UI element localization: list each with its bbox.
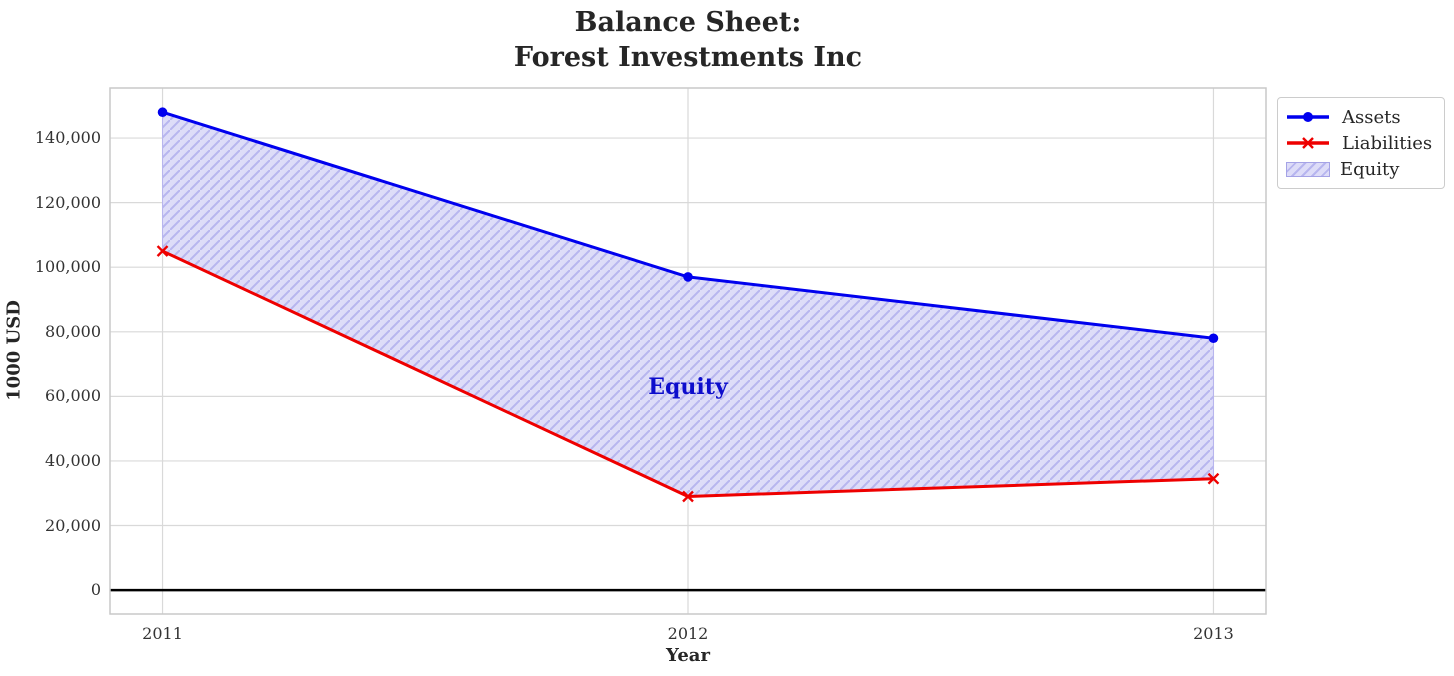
x-axis-label: Year xyxy=(666,645,710,666)
assets-marker xyxy=(683,272,693,282)
y-tick-label: 20,000 xyxy=(45,515,101,535)
legend-label-liabilities: Liabilities xyxy=(1342,132,1433,154)
y-axis-label: 1000 USD xyxy=(3,300,25,401)
liabilities-marker xyxy=(682,490,694,503)
y-tick-label: 140,000 xyxy=(34,128,101,148)
y-tick-label: 40,000 xyxy=(45,450,101,470)
y-tick-label: 60,000 xyxy=(45,386,101,406)
legend-label-equity: Equity xyxy=(1340,158,1400,180)
y-tick-label: 80,000 xyxy=(45,321,101,341)
legend-item-equity: Equity xyxy=(1284,156,1438,182)
x-tick-label: 2013 xyxy=(1193,624,1234,643)
y-tick-label: 0 xyxy=(90,580,101,600)
assets-marker xyxy=(1208,333,1219,344)
legend: Assets Liabilities Equity xyxy=(1277,97,1445,189)
legend-label-assets: Assets xyxy=(1342,106,1401,128)
liabilities-marker xyxy=(156,245,169,257)
chart-title-line2: Forest Investments Inc xyxy=(513,42,863,74)
liabilities-marker xyxy=(1207,472,1220,485)
legend-item-liabilities: Liabilities xyxy=(1284,130,1438,156)
plot-border xyxy=(109,87,1267,615)
y-tick-label: 100,000 xyxy=(34,257,101,277)
assets-line-sample-icon xyxy=(1287,112,1329,122)
chart-title-line1: Balance Sheet: xyxy=(574,7,802,38)
chart-title: Balance Sheet: Forest Investments Inc xyxy=(110,5,1266,75)
y-tick-label: 120,000 xyxy=(34,192,101,212)
equity-area-label: Equity xyxy=(648,373,728,400)
x-tick-label: 2012 xyxy=(667,624,709,643)
x-tick-label: 2011 xyxy=(142,624,183,643)
legend-item-assets: Assets xyxy=(1284,104,1438,130)
liabilities-line-sample-icon xyxy=(1287,137,1329,149)
assets-marker xyxy=(157,107,168,118)
equity-hatch-swatch-icon xyxy=(1286,161,1330,177)
